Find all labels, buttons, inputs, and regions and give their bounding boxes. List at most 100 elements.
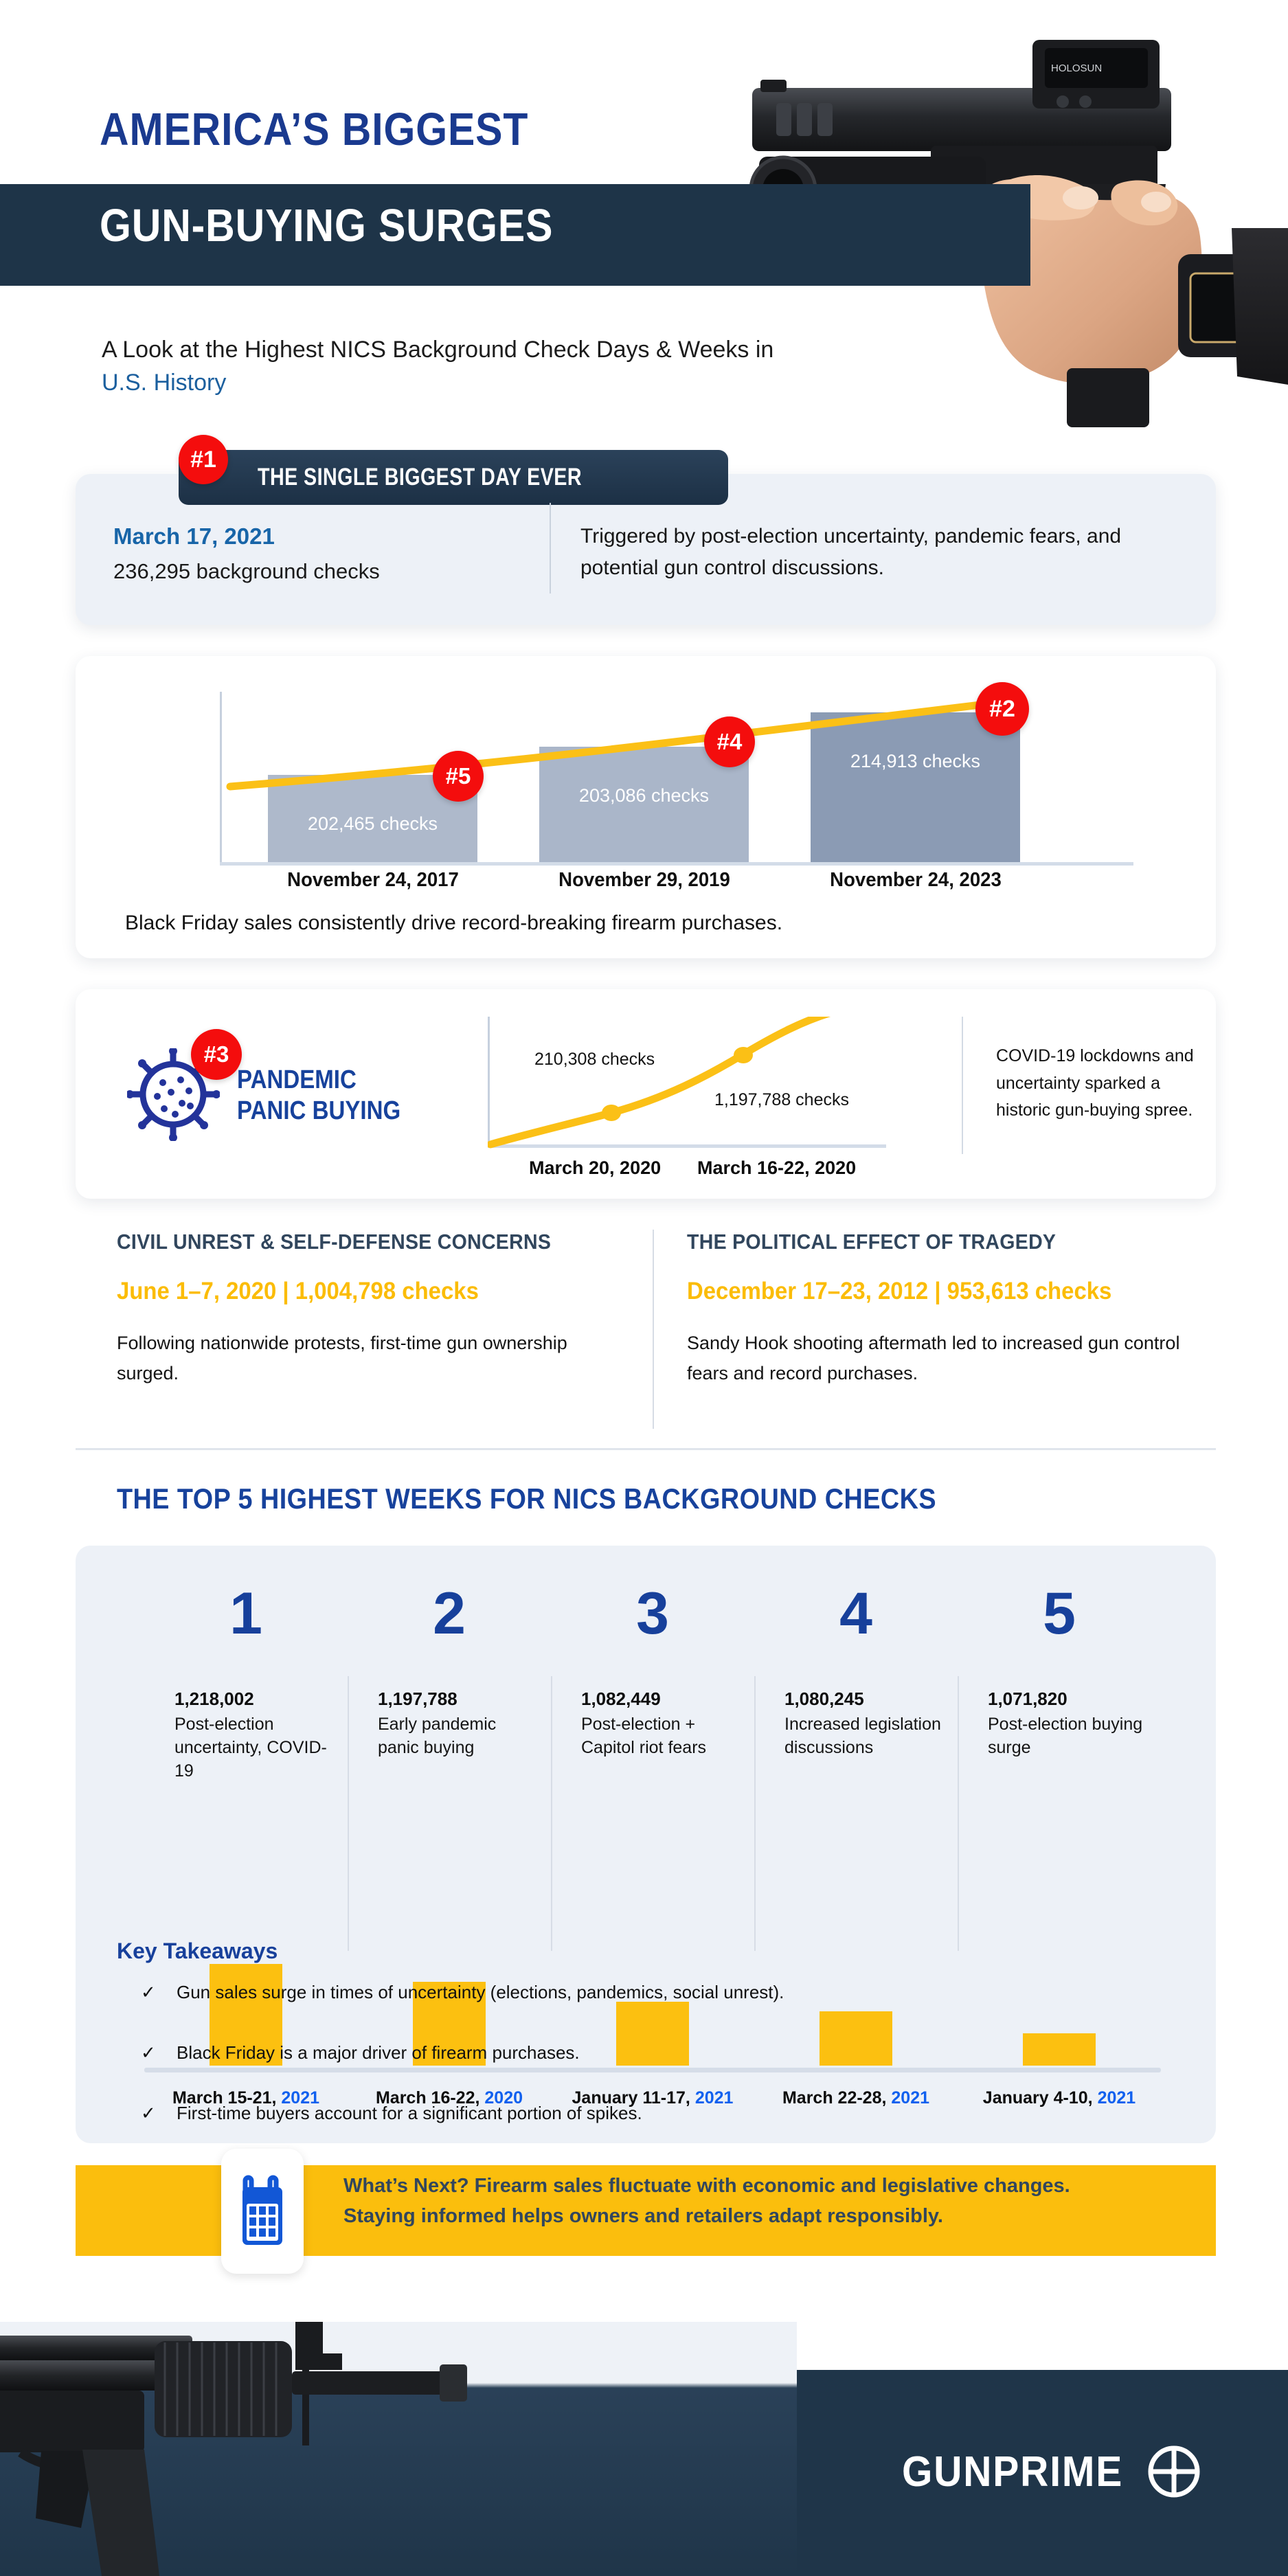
crosshair-icon [1148, 2445, 1200, 2498]
top5-rank-3: 3 [636, 1581, 669, 1647]
chart-x-axis [220, 862, 1133, 866]
top5-date-main-2: March 16-22, [375, 2088, 480, 2108]
top5-section-title: THE TOP 5 HIGHEST WEEKS FOR NICS BACKGRO… [117, 1482, 937, 1515]
top5-desc-2: Early pandemic panic buying [378, 1715, 497, 1757]
x-tick-label-march16-22: March 16-22, 2020 [697, 1157, 857, 1178]
vertical-divider [550, 503, 551, 594]
bar-2017: 202,465 checks [268, 775, 477, 862]
civil-unrest-heading: CIVIL UNREST & SELF-DEFENSE CONCERNS [117, 1230, 552, 1254]
calendar-icon [221, 2149, 304, 2274]
top5-date-3: January 11-17, 2021 [551, 2088, 754, 2108]
top5-date-5: January 4-10, 2021 [958, 2088, 1161, 2108]
single-biggest-day-card: THE SINGLE BIGGEST DAY EVER #1 March 17,… [76, 435, 1216, 625]
check-icon: ✓ [141, 2042, 156, 2063]
top5-date-main-4: March 22-28, [782, 2088, 887, 2108]
black-friday-trendline [226, 696, 1024, 791]
pandemic-panic-title: PANDEMIC PANIC BUYING [237, 1065, 410, 1127]
check-icon: ✓ [141, 2103, 156, 2123]
column-divider [348, 1676, 349, 1951]
x-tick-label-march20: March 20, 2020 [529, 1157, 662, 1178]
horizontal-rule [76, 1448, 1216, 1450]
top5-column-1: 1 1,218,002 Post-election uncertainty, C… [144, 1573, 348, 1958]
single-biggest-day-checks: 236,295 background checks [113, 559, 380, 583]
black-friday-chart: 202,465 checks 203,086 checks 214,913 ch… [158, 682, 1133, 866]
column-divider [754, 1676, 756, 1951]
chart-x-axis [488, 1144, 886, 1148]
top5-date-main-1: March 15-21, [172, 2088, 277, 2108]
black-friday-note: Black Friday sales consistently drive re… [125, 912, 783, 934]
top5-date-main-5: January 4-10, [982, 2088, 1093, 2108]
top5-number-4: 1,080,245 [784, 1688, 864, 1709]
key-takeaway-item-1: ✓ Gun sales surge in times of uncertaint… [141, 1982, 1103, 2003]
pandemic-panic-card: #3 PANDEMIC PANIC BUYING 210,308 checks … [76, 989, 1216, 1199]
top5-number-1: 1,218,002 [174, 1688, 254, 1709]
chart-x-axis [144, 2068, 1161, 2072]
top5-bar-chart [144, 1952, 1161, 2072]
top5-desc-5: Post-election buying surge [988, 1715, 1143, 1757]
bar-value-label-2023: 214,913 checks [850, 751, 981, 771]
page-subtitle: A Look at the Highest NICS Background Ch… [102, 333, 789, 400]
single-biggest-day-banner: THE SINGLE BIGGEST DAY EVER [179, 450, 728, 505]
whats-next-text: What’s Next? Firearm sales fluctuate wit… [343, 2175, 1070, 2228]
top5-body-5: 1,071,820 Post-election buying surge [988, 1688, 1146, 1759]
civil-unrest-body: Following nationwide protests, first-tim… [117, 1333, 567, 1383]
column-divider [653, 1230, 654, 1429]
brand-name: GUNPRIME [901, 2448, 1123, 2496]
top5-rank-4: 4 [839, 1581, 872, 1647]
rank-badge-5: #5 [433, 751, 484, 802]
svg-text:HOLOSUN: HOLOSUN [1051, 63, 1102, 74]
column-divider [958, 1676, 959, 1951]
pandemic-note: COVID-19 lockdowns and uncertainty spark… [996, 1046, 1194, 1120]
top5-bar-5 [1023, 2033, 1096, 2066]
key-takeaway-text-3: First-time buyers account for a signific… [177, 2103, 642, 2123]
single-biggest-day-description: Triggered by post-election uncertainty, … [580, 525, 1122, 579]
top5-date-year-2: 2020 [484, 2088, 523, 2108]
pandemic-value-label-day: 210,308 checks [534, 1050, 655, 1069]
pandemic-title-line1: PANDEMIC [237, 1065, 357, 1094]
vertical-divider [962, 1017, 963, 1154]
top5-number-3: 1,082,449 [581, 1688, 661, 1709]
political-effect-column: THE POLITICAL EFFECT OF TRAGEDY December… [687, 1230, 1195, 1388]
top5-rank-2: 2 [433, 1581, 466, 1647]
top5-number-5: 1,071,820 [988, 1688, 1067, 1709]
x-tick-label-2023: November 24, 2023 [830, 869, 1002, 891]
bar-2023: 214,913 checks [811, 712, 1020, 862]
key-takeaway-text-2: Black Friday is a major driver of firear… [177, 2042, 580, 2063]
political-effect-heading: THE POLITICAL EFFECT OF TRAGEDY [687, 1230, 1057, 1254]
top5-date-main-3: January 11-17, [572, 2088, 690, 2108]
top5-bar-1 [210, 1964, 282, 2066]
top5-number-2: 1,197,788 [378, 1688, 457, 1709]
gunprime-logo: GUNPRIME [892, 2445, 1200, 2498]
top5-desc-1: Post-election uncertainty, COVID-19 [174, 1715, 327, 1781]
top5-date-year-5: 2021 [1097, 2088, 1136, 2108]
rank-badge-2: #2 [975, 682, 1029, 736]
bar-value-label-2017: 202,465 checks [307, 813, 438, 834]
civil-unrest-column: CIVIL UNREST & SELF-DEFENSE CONCERNS Jun… [117, 1230, 625, 1388]
top5-body-4: 1,080,245 Increased legislation discussi… [784, 1688, 942, 1759]
chart-y-axis [488, 1017, 490, 1146]
bar-value-label-2019: 203,086 checks [578, 785, 710, 806]
column-divider [551, 1676, 552, 1951]
two-column-stats: CIVIL UNREST & SELF-DEFENSE CONCERNS Jun… [76, 1230, 1216, 1443]
chart-y-axis [220, 692, 222, 863]
page-title-line2: GUN-BUYING SURGES [100, 200, 554, 251]
single-biggest-day-banner-title: THE SINGLE BIGGEST DAY EVER [258, 464, 582, 490]
black-friday-axis-labels: November 24, 2017 November 29, 2019 Nove… [158, 869, 1120, 896]
x-tick-label-2017: November 24, 2017 [287, 869, 459, 891]
rank-badge-4: #4 [704, 716, 755, 767]
top5-date-year-3: 2021 [694, 2088, 734, 2108]
top5-column-4: 4 1,080,245 Increased legislation discus… [754, 1573, 958, 1958]
pandemic-line-chart: 210,308 checks 1,197,788 checks [488, 1017, 886, 1154]
subtitle-plain-text: A Look at the Highest NICS Background Ch… [102, 337, 774, 363]
rank-badge-3: #3 [191, 1029, 242, 1080]
key-takeaway-item-2: ✓ Black Friday is a major driver of fire… [141, 2042, 1103, 2064]
top5-date-2: March 16-22, 2020 [348, 2088, 551, 2108]
top5-bar-2 [413, 1982, 486, 2066]
rank-badge-1: #1 [179, 435, 228, 484]
key-takeaway-item-3: ✓ First-time buyers account for a signif… [141, 2103, 1103, 2124]
top5-columns: 1 1,218,002 Post-election uncertainty, C… [144, 1573, 1161, 1958]
key-takeaway-text-1: Gun sales surge in times of uncertainty … [177, 1982, 784, 2002]
coronavirus-icon [126, 1047, 221, 1142]
single-biggest-day-stats: March 17, 2021 236,295 background checks [113, 523, 526, 584]
top5-date-1: March 15-21, 2021 [144, 2088, 348, 2108]
